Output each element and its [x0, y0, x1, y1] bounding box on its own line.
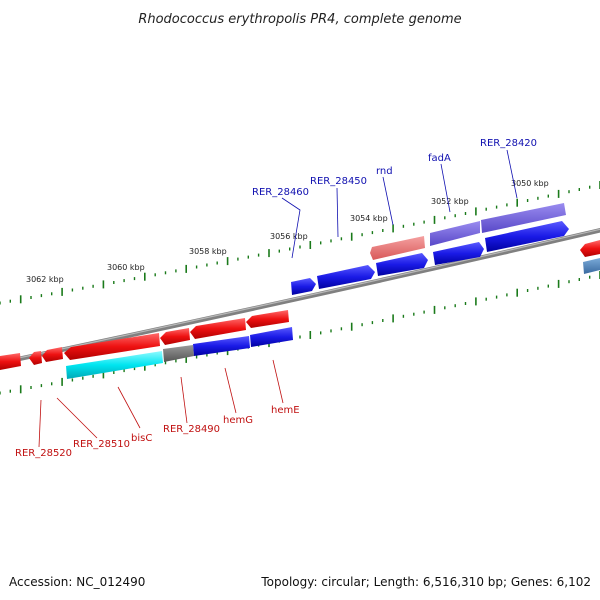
lower-label-leaders: [38, 359, 284, 448]
gene-arrow-reverse[interactable]: [0, 353, 21, 370]
rna-gene-block[interactable]: [66, 351, 163, 379]
gene-label-hemg[interactable]: hemG: [223, 415, 253, 426]
gene-block-forward[interactable]: [250, 327, 293, 347]
gene-label-fada[interactable]: fadA: [428, 153, 451, 164]
gene-arrow-forward[interactable]: [291, 278, 316, 295]
gene-arrow-reverse[interactable]: [42, 347, 63, 362]
scale-label: 3056 kbp: [270, 232, 308, 241]
pseudo-gene-block[interactable]: [163, 345, 194, 362]
gene-arrow-faded-forward[interactable]: [481, 203, 566, 233]
gene-block-forward[interactable]: [193, 336, 250, 356]
scale-label: 3052 kbp: [431, 197, 469, 206]
gene-label-rer-28510[interactable]: RER_28510: [73, 439, 130, 450]
gene-arrow-faded-forward[interactable]: [430, 221, 480, 246]
lower-gene-labels: RER_28520 RER_28510 bisC RER_28490 hemG …: [15, 405, 300, 459]
gene-block-steel[interactable]: [583, 258, 600, 274]
genome-summary-text: Topology: circular; Length: 6,516,310 bp…: [260, 575, 591, 589]
gene-label-rer-28490[interactable]: RER_28490: [163, 424, 220, 435]
gene-arrow-reverse[interactable]: [246, 310, 289, 328]
map-title: Rhodococcus erythropolis PR4, complete g…: [138, 12, 461, 27]
gene-track-inner-reverse: [0, 310, 289, 370]
gene-label-rer-28520[interactable]: RER_28520: [15, 448, 72, 459]
scale-label: 3054 kbp: [350, 214, 388, 223]
gene-arrow-forward[interactable]: [376, 253, 428, 276]
scale-ticks: [0, 181, 600, 395]
accession-text: Accession: NC_012490: [9, 575, 145, 589]
scale-label: 3062 kbp: [26, 275, 64, 284]
scale-label: 3060 kbp: [107, 263, 145, 272]
gene-arrow-forward[interactable]: [317, 265, 375, 289]
scale-label: 3050 kbp: [511, 179, 549, 188]
gene-track-inner-forward: [291, 221, 600, 295]
genome-backbone-highlight: [0, 228, 600, 363]
gene-arrow-reverse[interactable]: [580, 240, 600, 257]
gene-arrow-forward[interactable]: [433, 242, 484, 265]
gene-arrow-reverse[interactable]: [64, 333, 160, 360]
scale-label: 3058 kbp: [189, 247, 227, 256]
upper-label-leaders: [281, 149, 518, 259]
gene-arrow-forward[interactable]: [485, 221, 569, 252]
gene-arrow-reverse[interactable]: [29, 351, 42, 365]
gene-arrow-reverse[interactable]: [190, 318, 246, 339]
gene-label-rnd[interactable]: rnd: [376, 166, 393, 177]
gene-label-rer-28420[interactable]: RER_28420: [480, 138, 537, 149]
gene-arrow-reverse[interactable]: [160, 328, 190, 345]
gene-label-heme[interactable]: hemE: [271, 405, 300, 416]
gene-arrow-faded-reverse[interactable]: [370, 236, 425, 260]
gene-label-bisc[interactable]: bisC: [131, 433, 152, 444]
gene-track-outer-reverse: [66, 258, 600, 379]
gene-label-rer-28460[interactable]: RER_28460: [252, 187, 309, 198]
upper-gene-labels: RER_28460 RER_28450 rnd fadA RER_28420: [252, 138, 537, 198]
gene-label-rer-28450[interactable]: RER_28450: [310, 176, 367, 187]
gene-track-outer-forward: [370, 203, 566, 260]
scale-labels: 3062 kbp 3060 kbp 3058 kbp 3056 kbp 3054…: [26, 179, 549, 284]
